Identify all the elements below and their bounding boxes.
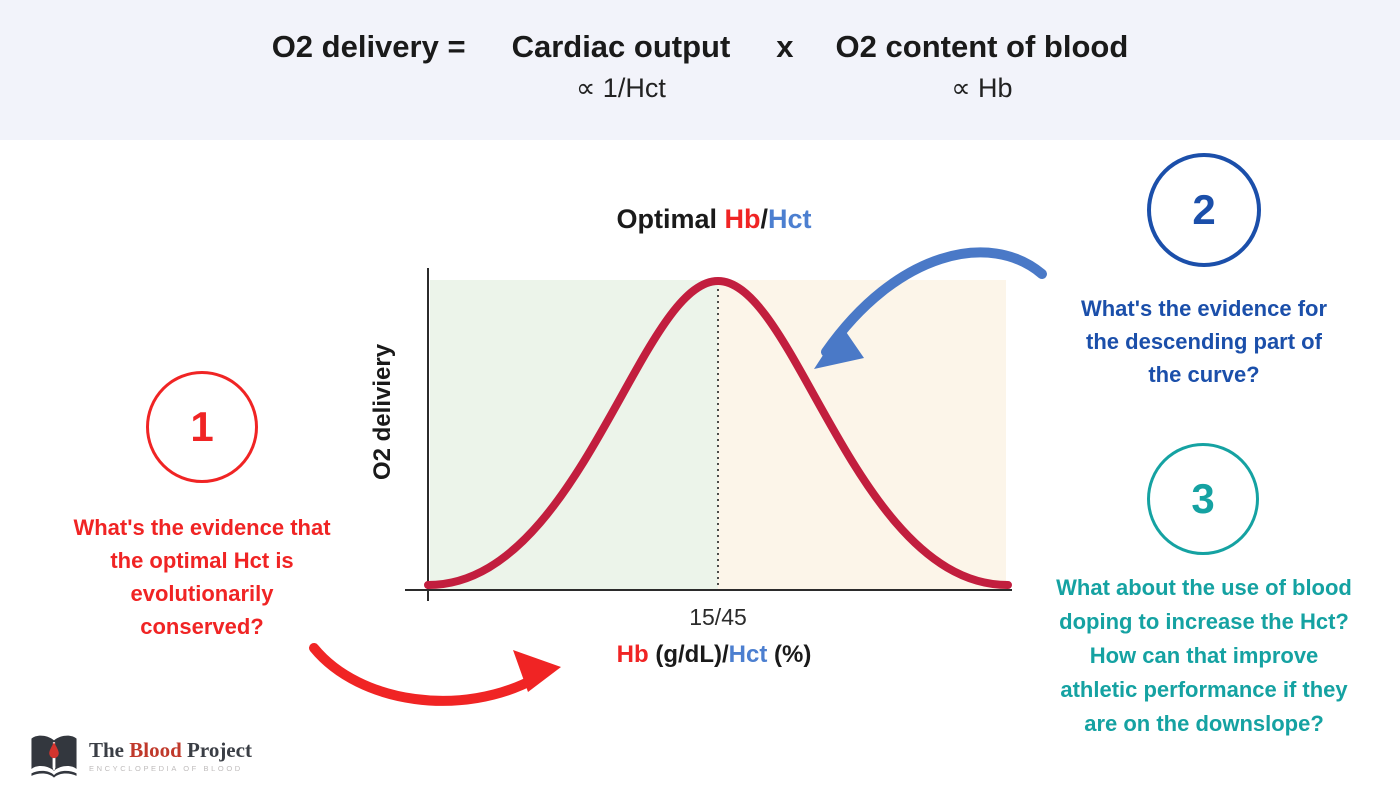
x-axis-label: Hb (g/dL)/Hct (%) <box>564 641 864 669</box>
x-label-hct: Hct <box>728 641 768 668</box>
question-3-number: 3 <box>1191 475 1215 522</box>
open-book-icon <box>31 735 77 778</box>
chart-title-prefix: Optimal <box>616 204 725 234</box>
formula-term-o2-content: O2 content of blood <box>835 29 1129 64</box>
logo-title: The Blood Project <box>89 739 252 761</box>
bell-curve-plot <box>405 268 1012 601</box>
x-axis-tick-label: 15/45 <box>689 604 747 630</box>
question-1-line: evolutionarily <box>130 581 274 606</box>
question-3-badge: 3 <box>1147 443 1259 555</box>
question-3-line: How can that improve <box>1089 643 1319 668</box>
curved-arrow-red-icon <box>309 643 561 706</box>
formula-lhs: O2 delivery = <box>271 29 466 64</box>
question-1-number: 1 <box>190 403 214 450</box>
question-3-line: athletic performance if they <box>1060 677 1348 702</box>
question-2-text: What's the evidence for the descending p… <box>1043 292 1365 391</box>
question-1-badge: 1 <box>146 371 258 483</box>
logo-word-project: Project <box>187 738 252 762</box>
logo-word-blood: Blood <box>129 738 188 762</box>
question-2-badge: 2 <box>1147 153 1261 267</box>
chart-title-hct: Hct <box>768 204 812 234</box>
blood-project-logo: The Blood Project ENCYCLOPEDIA OF BLOOD <box>28 731 252 781</box>
question-2-line: the curve? <box>1148 362 1260 387</box>
logo-word-the: The <box>89 738 130 762</box>
chart-title-hb: Hb <box>724 204 761 234</box>
formula-term-cardiac-output: Cardiac output <box>511 29 731 64</box>
formula-operator: x <box>776 29 794 64</box>
question-2-number: 2 <box>1192 186 1216 233</box>
question-2-line: the descending part of <box>1086 329 1322 354</box>
logo-tagline: ENCYCLOPEDIA OF BLOOD <box>89 764 243 773</box>
curved-arrow-blue-icon <box>814 247 1047 369</box>
formula-sub-o2-content: ∝ Hb <box>951 73 1013 104</box>
question-1-line: What's the evidence that <box>73 515 331 540</box>
ascending-region-fill <box>430 280 718 590</box>
question-1-line: conserved? <box>140 614 264 639</box>
x-label-mid: (g/dL)/ <box>648 641 729 668</box>
question-1-line: the optimal Hct is <box>110 548 294 573</box>
question-2-line: What's the evidence for <box>1080 296 1328 321</box>
question-3-line: are on the downslope? <box>1084 711 1324 736</box>
descending-region-fill <box>718 280 1006 590</box>
x-label-suffix: (%) <box>767 641 812 668</box>
question-1-text: What's the evidence that the optimal Hct… <box>40 511 364 643</box>
question-3-line: What about the use of blood <box>1056 575 1352 600</box>
question-3-line: doping to increase the Hct? <box>1059 609 1349 634</box>
bell-curve <box>424 276 1012 589</box>
formula-banner: O2 delivery = Cardiac output ∝ 1/Hct x O… <box>0 0 1400 140</box>
x-label-hb: Hb <box>616 641 649 668</box>
chart-title-slash: / <box>760 204 768 234</box>
chart-title: Optimal Hb/Hct <box>479 204 949 235</box>
question-3-text: What about the use of blood doping to in… <box>1018 571 1390 741</box>
formula-sub-cardiac-output: ∝ 1/Hct <box>576 73 666 104</box>
